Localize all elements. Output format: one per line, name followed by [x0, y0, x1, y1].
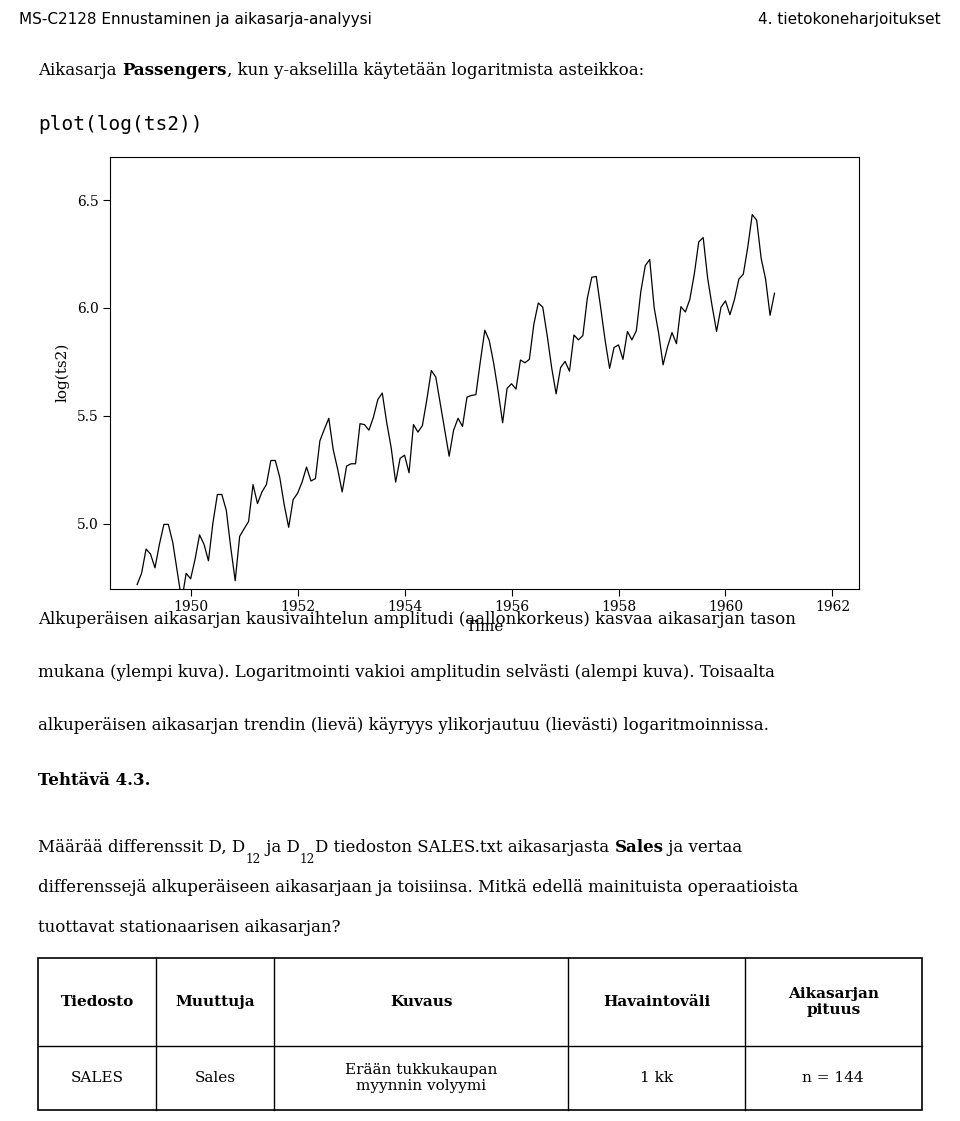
Text: 1 kk: 1 kk — [640, 1071, 673, 1085]
Text: Muuttuja: Muuttuja — [176, 995, 254, 1009]
Text: Sales: Sales — [195, 1071, 235, 1085]
Text: Määrää differenssit D, D: Määrää differenssit D, D — [38, 839, 246, 856]
Text: Aikasarja: Aikasarja — [38, 63, 122, 80]
Text: Passengers: Passengers — [122, 63, 227, 80]
Text: Alkuperäisen aikasarjan kausivaihtelun amplitudi (aallonkorkeus) kasvaa aikasarj: Alkuperäisen aikasarjan kausivaihtelun a… — [38, 611, 796, 628]
Text: 4. tietokoneharjoitukset: 4. tietokoneharjoitukset — [758, 11, 941, 27]
Text: mukana (ylempi kuva). Logaritmointi vakioi amplitudin selvästi (alempi kuva). To: mukana (ylempi kuva). Logaritmointi vaki… — [38, 664, 776, 682]
Text: Erään tukkukaupan
myynnin volyymi: Erään tukkukaupan myynnin volyymi — [345, 1063, 497, 1093]
Text: , kun y-akselilla käytetään logaritmista asteikkoa:: , kun y-akselilla käytetään logaritmista… — [227, 63, 644, 80]
Text: D tiedoston SALES.txt aikasarjasta: D tiedoston SALES.txt aikasarjasta — [315, 839, 614, 856]
Text: plot(log(ts2)): plot(log(ts2)) — [38, 114, 203, 133]
Text: n = 144: n = 144 — [803, 1071, 864, 1085]
Text: 12: 12 — [300, 853, 315, 867]
Text: 12: 12 — [246, 853, 261, 867]
Text: Tehtävä 4.3.: Tehtävä 4.3. — [38, 771, 151, 788]
Text: tuottavat stationaarisen aikasarjan?: tuottavat stationaarisen aikasarjan? — [38, 919, 341, 936]
Y-axis label: log(ts2): log(ts2) — [56, 343, 70, 402]
Text: ja vertaa: ja vertaa — [663, 839, 742, 856]
Text: Havaintoväli: Havaintoväli — [603, 995, 710, 1009]
Text: alkuperäisen aikasarjan trendin (lievä) käyryys ylikorjautuu (lievästi) logaritm: alkuperäisen aikasarjan trendin (lievä) … — [38, 717, 769, 734]
Text: Tiedosto: Tiedosto — [60, 995, 133, 1009]
Text: Sales: Sales — [614, 839, 663, 856]
Text: differenssejä alkuperäiseen aikasarjaan ja toisiinsa. Mitkä edellä mainituista o: differenssejä alkuperäiseen aikasarjaan … — [38, 879, 799, 896]
Text: MS-C2128 Ennustaminen ja aikasarja-analyysi: MS-C2128 Ennustaminen ja aikasarja-analy… — [19, 11, 372, 27]
Text: Aikasarjan
pituus: Aikasarjan pituus — [788, 988, 878, 1018]
Text: SALES: SALES — [71, 1071, 124, 1085]
Text: ja D: ja D — [261, 839, 300, 856]
X-axis label: Time: Time — [466, 620, 504, 633]
Text: Kuvaus: Kuvaus — [390, 995, 452, 1009]
